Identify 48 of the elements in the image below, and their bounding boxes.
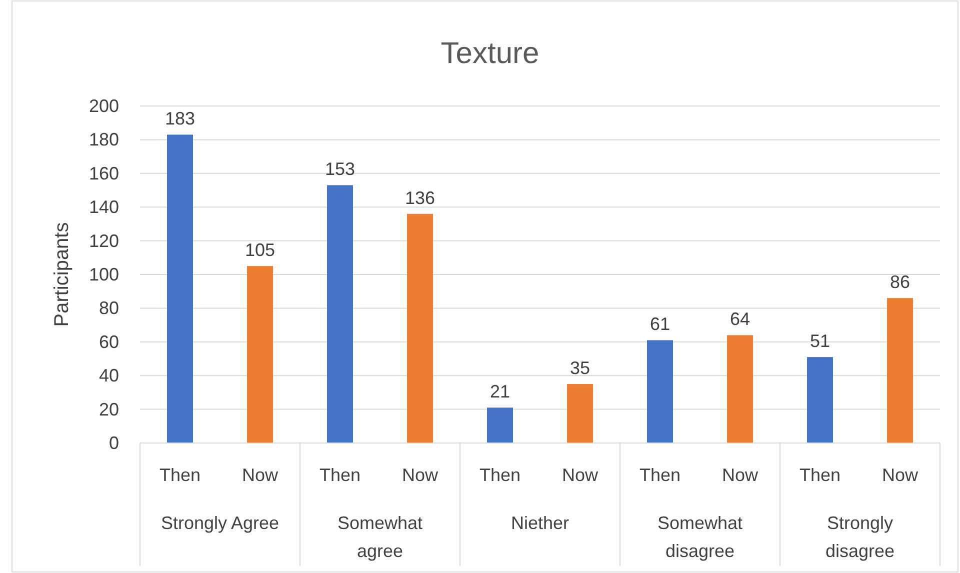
chart-title: Texture (440, 37, 540, 70)
x-tick-label: Then (479, 465, 521, 485)
bar (327, 185, 353, 443)
data-label: 86 (890, 272, 910, 292)
x-tick-label: Then (639, 465, 681, 485)
x-tick-label: Now (402, 465, 439, 485)
y-tick-label: 20 (98, 399, 119, 420)
data-label: 153 (324, 159, 356, 180)
y-tick-label: 200 (88, 96, 119, 116)
data-label: 136 (404, 188, 436, 208)
text: Somewhat disagree (657, 513, 743, 561)
x-tick-label: Now (722, 465, 759, 485)
y-tick-label: 140 (88, 197, 119, 218)
bar (807, 357, 833, 443)
bar (647, 340, 673, 443)
x-tick-label: Then (319, 465, 361, 485)
text: Strongly Agree (160, 513, 280, 533)
y-tick-label: 100 (88, 264, 119, 284)
x-tick-label: Now (242, 465, 279, 485)
data-label: 51 (810, 331, 830, 352)
data-label: 35 (570, 358, 590, 378)
y-tick-label: 40 (98, 366, 119, 386)
bar (167, 134, 193, 443)
data-label: 64 (730, 309, 750, 330)
x-tick-label: Now (562, 465, 599, 485)
bar (407, 214, 433, 443)
data-label: 183 (164, 108, 196, 129)
data-label: 105 (244, 240, 276, 260)
y-tick-label: 80 (98, 298, 119, 318)
bar (567, 384, 593, 443)
bar (487, 408, 513, 443)
text: Niether (510, 513, 570, 533)
data-label: 21 (490, 382, 510, 402)
x-tick-label: Now (882, 465, 919, 485)
text: Strongly disagree (825, 513, 895, 561)
y-tick-label: 0 (108, 433, 119, 453)
bar (887, 298, 913, 443)
y-tick-label: 180 (88, 130, 119, 150)
x-tick-label: Then (799, 465, 841, 485)
x-tick-label: Then (159, 465, 201, 485)
y-tick-label: 160 (88, 163, 119, 184)
y-tick-label: 120 (88, 230, 119, 251)
y-tick-label: 60 (98, 332, 119, 352)
bar (727, 335, 753, 443)
y-axis-title: Participants (51, 222, 73, 327)
data-label: 61 (650, 314, 670, 334)
text: Somewhat agree (337, 513, 423, 561)
bar (247, 266, 273, 443)
